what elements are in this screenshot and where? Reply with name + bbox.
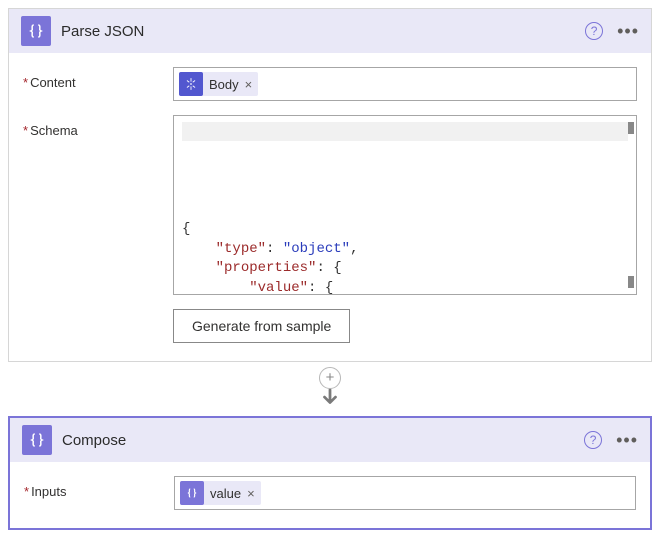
remove-token-icon[interactable]: × — [245, 77, 253, 92]
schema-editor[interactable]: { "type": "object", "properties": { "val… — [173, 115, 637, 295]
parse-json-action-card: Parse JSON ? ••• Content Body × — [8, 8, 652, 362]
more-menu-icon[interactable]: ••• — [617, 22, 639, 40]
content-label: Content — [23, 67, 173, 90]
schema-label: Schema — [23, 115, 173, 138]
more-menu-icon[interactable]: ••• — [616, 431, 638, 449]
content-input[interactable]: Body × — [173, 67, 637, 101]
remove-token-icon[interactable]: × — [247, 486, 255, 501]
card-body: Content Body × Schema — [9, 53, 651, 361]
add-step-button[interactable]: + — [319, 367, 341, 389]
help-icon[interactable]: ? — [584, 431, 602, 449]
schema-code-content: { "type": "object", "properties": { "val… — [182, 220, 628, 295]
body-token[interactable]: Body × — [179, 72, 258, 96]
inputs-label: Inputs — [24, 476, 174, 499]
card-body: Inputs value × — [10, 462, 650, 528]
compose-icon — [22, 425, 52, 455]
scrollbar-thumb-bottom[interactable] — [628, 276, 634, 288]
scrollbar-thumb-top[interactable] — [628, 122, 634, 134]
card-title: Compose — [62, 432, 584, 449]
compose-action-card: Compose ? ••• Inputs value — [8, 416, 652, 530]
editor-line-highlight — [182, 122, 628, 141]
inputs-input[interactable]: value × — [174, 476, 636, 510]
value-token[interactable]: value × — [180, 481, 261, 505]
value-token-label: value — [210, 486, 241, 501]
body-token-icon — [179, 72, 203, 96]
card-header[interactable]: Compose ? ••• — [10, 418, 650, 462]
help-icon[interactable]: ? — [585, 22, 603, 40]
body-token-label: Body — [209, 77, 239, 92]
parse-json-icon — [21, 16, 51, 46]
generate-from-sample-button[interactable]: Generate from sample — [173, 309, 350, 343]
value-token-icon — [180, 481, 204, 505]
arrow-down-icon — [319, 387, 341, 412]
card-header[interactable]: Parse JSON ? ••• — [9, 9, 651, 53]
card-title: Parse JSON — [61, 23, 585, 40]
connector: + — [8, 362, 652, 416]
